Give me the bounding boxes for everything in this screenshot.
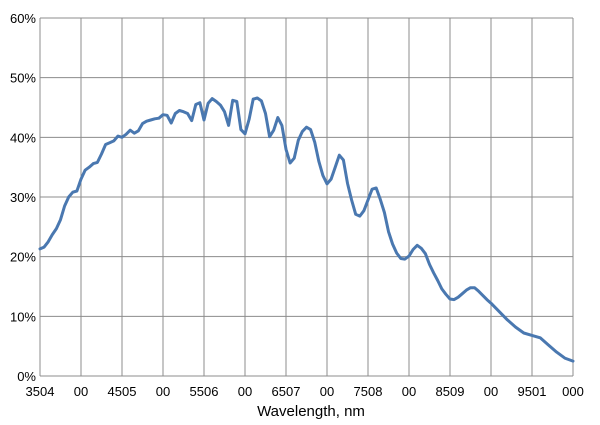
y-tick-labels: 0% 10% 20% 30% 40% 50% 60% bbox=[10, 11, 36, 384]
x-tick-labels: 3504 00 4505 00 5506 00 6507 00 7508 00 8509 00 9501… bbox=[26, 384, 584, 399]
x-tick-label: 6507 bbox=[272, 384, 301, 399]
grid bbox=[39, 17, 574, 377]
series-line-layer bbox=[38, 96, 575, 363]
y-tick-label: 30% bbox=[10, 190, 36, 205]
x-tick-label: 5506 bbox=[190, 384, 219, 399]
x-tick-label: 00 bbox=[156, 384, 170, 399]
x-tick-label: 00 bbox=[402, 384, 416, 399]
x-tick-label: 00 bbox=[320, 384, 334, 399]
x-tick-label: 3504 bbox=[26, 384, 55, 399]
x-tick-label: 00 bbox=[238, 384, 252, 399]
x-axis-title: Wavelength, nm bbox=[257, 403, 365, 420]
y-tick-label: 40% bbox=[10, 130, 36, 145]
x-tick-label: 00 bbox=[484, 384, 498, 399]
y-tick-label: 60% bbox=[10, 11, 36, 26]
x-tick-label: 4505 bbox=[108, 384, 137, 399]
x-tick-label: 00 bbox=[74, 384, 88, 399]
x-tick-label: 8509 bbox=[436, 384, 465, 399]
x-tick-label: 000 bbox=[562, 384, 584, 399]
x-tick-label: 9501 bbox=[518, 384, 547, 399]
y-tick-label: 50% bbox=[10, 71, 36, 86]
y-tick-label: 0% bbox=[17, 369, 36, 384]
y-tick-label: 20% bbox=[10, 250, 36, 265]
x-tick-label: 7508 bbox=[354, 384, 383, 399]
series-line-0 bbox=[38, 96, 575, 363]
y-tick-label: 10% bbox=[10, 309, 36, 324]
